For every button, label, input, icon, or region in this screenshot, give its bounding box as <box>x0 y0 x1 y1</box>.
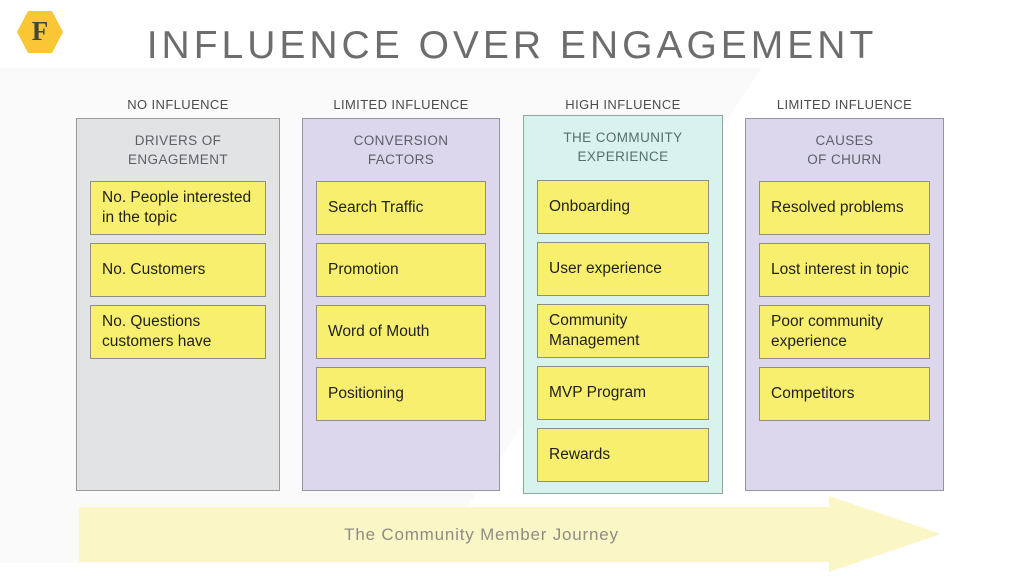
column-drivers-of-engagement: DRIVERS OF ENGAGEMENT No. People interes… <box>76 118 280 491</box>
card: Onboarding <box>537 180 709 234</box>
card: No. People interested in the topic <box>90 181 266 235</box>
column-header-line1: THE COMMUNITY <box>563 130 683 145</box>
column-header: CAUSES OF CHURN <box>746 119 943 170</box>
influence-label-high-influence: HIGH INFLUENCE <box>565 97 681 112</box>
card: Poor community experience <box>759 305 930 359</box>
column-header-line2: OF CHURN <box>807 151 882 167</box>
influence-label-limited-influence-left: LIMITED INFLUENCE <box>333 97 469 112</box>
journey-arrow-head-icon <box>829 496 941 572</box>
column-header: THE COMMUNITY EXPERIENCE <box>524 116 722 167</box>
card-list: Onboarding User experience Community Man… <box>537 180 709 482</box>
card: No. Questions customers have <box>90 305 266 359</box>
column-header: DRIVERS OF ENGAGEMENT <box>77 119 279 170</box>
influence-label-no-influence: NO INFLUENCE <box>127 97 229 112</box>
column-header-line1: CONVERSION <box>353 133 449 148</box>
card: Community Management <box>537 304 709 358</box>
journey-arrow: The Community Member Journey <box>79 507 829 562</box>
card: User experience <box>537 242 709 296</box>
card: No. Customers <box>90 243 266 297</box>
card: Rewards <box>537 428 709 482</box>
card: Resolved problems <box>759 181 930 235</box>
journey-arrow-label: The Community Member Journey <box>344 524 619 544</box>
card-list: Search Traffic Promotion Word of Mouth P… <box>316 181 486 421</box>
card: Promotion <box>316 243 486 297</box>
column-header-line2: FACTORS <box>367 151 435 167</box>
card: Competitors <box>759 367 930 421</box>
column-causes-of-churn: CAUSES OF CHURN Resolved problems Lost i… <box>745 118 944 491</box>
card: Search Traffic <box>316 181 486 235</box>
column-header-line1: CAUSES <box>815 133 874 148</box>
column-conversion-factors: CONVERSION FACTORS Search Traffic Promot… <box>302 118 500 491</box>
card-list: Resolved problems Lost interest in topic… <box>759 181 930 421</box>
feverbee-logo: F <box>17 11 63 53</box>
page-title: INFLUENCE OVER ENGAGEMENT <box>146 24 878 67</box>
influence-label-limited-influence-right: LIMITED INFLUENCE <box>776 97 913 112</box>
card: Word of Mouth <box>316 305 486 359</box>
column-community-experience: THE COMMUNITY EXPERIENCE Onboarding User… <box>523 115 723 494</box>
card: Lost interest in topic <box>759 243 930 297</box>
card-list: No. People interested in the topic No. C… <box>90 181 266 359</box>
card: MVP Program <box>537 366 709 420</box>
column-header-line2: EXPERIENCE <box>577 148 669 164</box>
card: Positioning <box>316 367 486 421</box>
column-header: CONVERSION FACTORS <box>303 119 499 170</box>
column-header-line2: ENGAGEMENT <box>127 151 228 167</box>
logo-letter: F <box>31 15 49 46</box>
column-header-line1: DRIVERS OF <box>134 133 222 148</box>
